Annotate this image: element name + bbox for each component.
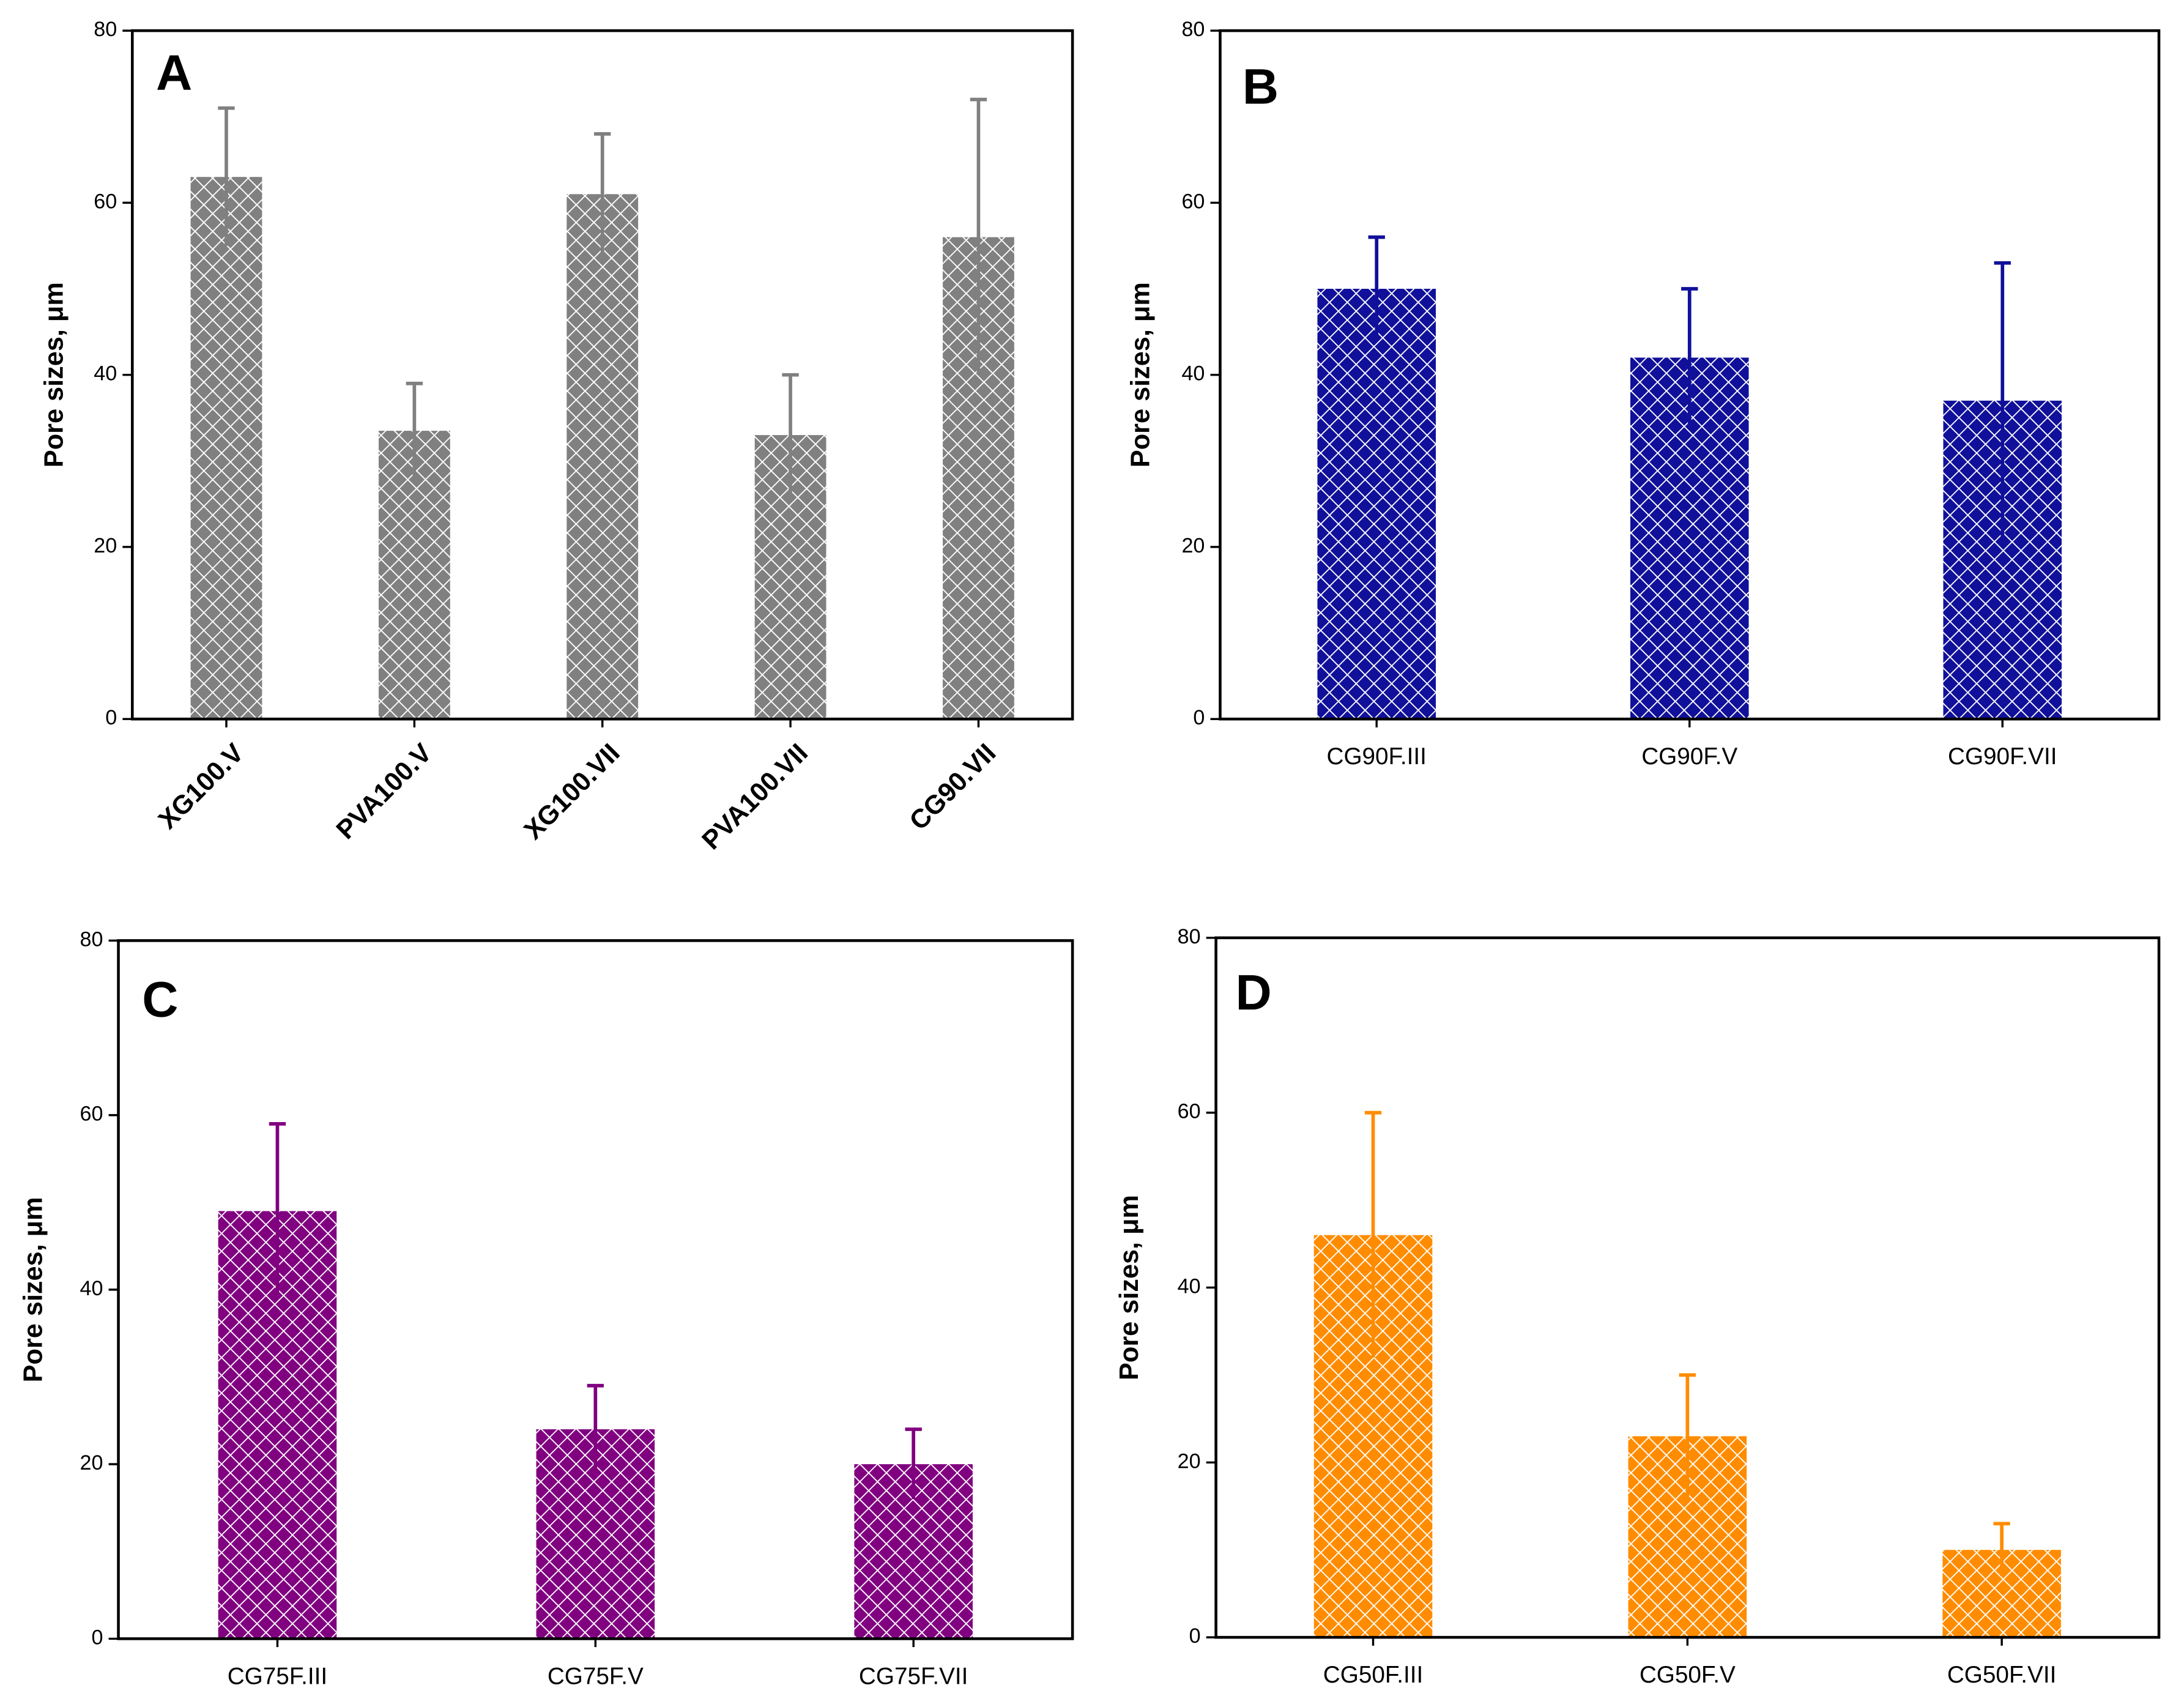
y-tick-label: 80: [80, 928, 103, 951]
x-tick-label: CG50F.III: [1323, 1662, 1423, 1688]
plot-frame: [117, 939, 1074, 1640]
x-tick-label: CG50F.VII: [1947, 1662, 2057, 1688]
x-tick-label: XG100.V: [153, 738, 250, 835]
y-tick-label: 60: [94, 190, 117, 213]
y-tick-label: 60: [1181, 190, 1205, 213]
y-tick-label: 0: [1193, 706, 1205, 729]
x-tick-label: CG50F.V: [1640, 1662, 1736, 1688]
bar: [190, 177, 262, 720]
y-tick-label: 40: [94, 362, 117, 385]
x-tick-label: CG75F.VII: [859, 1663, 968, 1689]
panel-label: B: [1242, 59, 1279, 115]
panel-label: D: [1236, 965, 1272, 1021]
y-tick-label: 60: [80, 1103, 103, 1126]
y-tick-label: 0: [1189, 1624, 1201, 1648]
panel-label: A: [156, 45, 192, 101]
y-tick-label: 40: [80, 1277, 103, 1300]
plot-frame: [131, 29, 1074, 721]
y-tick-label: 0: [105, 706, 117, 729]
y-tick-label: 40: [1178, 1274, 1201, 1298]
bar: [378, 431, 450, 720]
y-axis-label: Pore sizes, μm: [18, 1197, 48, 1382]
x-tick-label: XG100.VII: [519, 738, 626, 846]
y-tick-label: 60: [1178, 1100, 1201, 1123]
y-tick-label: 80: [1181, 18, 1205, 41]
plot-frame: [1214, 936, 2161, 1639]
x-tick-label: CG90F.VII: [1948, 743, 2057, 770]
y-tick-label: 80: [1178, 925, 1201, 948]
y-axis-label: Pore sizes, μm: [1126, 282, 1155, 467]
y-tick-label: 80: [94, 18, 117, 41]
y-axis-label: Pore sizes, μm: [1115, 1195, 1144, 1380]
panel-label: C: [142, 972, 178, 1027]
y-tick-label: 20: [94, 534, 117, 557]
x-tick-label: PVA100.VII: [697, 738, 814, 856]
x-tick-label: CG90F.III: [1327, 743, 1427, 770]
x-tick-label: PVA100.V: [331, 738, 438, 845]
y-axis-label: Pore sizes, μm: [39, 282, 69, 467]
y-tick-label: 20: [1178, 1449, 1201, 1473]
x-tick-label: CG75F.V: [548, 1663, 644, 1689]
x-tick-label: CG90F.V: [1641, 743, 1737, 770]
bar: [1317, 289, 1436, 720]
y-tick-label: 20: [1181, 534, 1205, 557]
x-tick-label: CG75F.III: [228, 1663, 327, 1689]
y-tick-label: 20: [80, 1451, 103, 1475]
y-tick-label: 0: [91, 1626, 103, 1649]
bar: [566, 194, 639, 720]
y-tick-label: 40: [1181, 362, 1205, 385]
x-tick-label: CG90.VII: [904, 738, 1002, 836]
plot-frame: [1219, 29, 2161, 721]
